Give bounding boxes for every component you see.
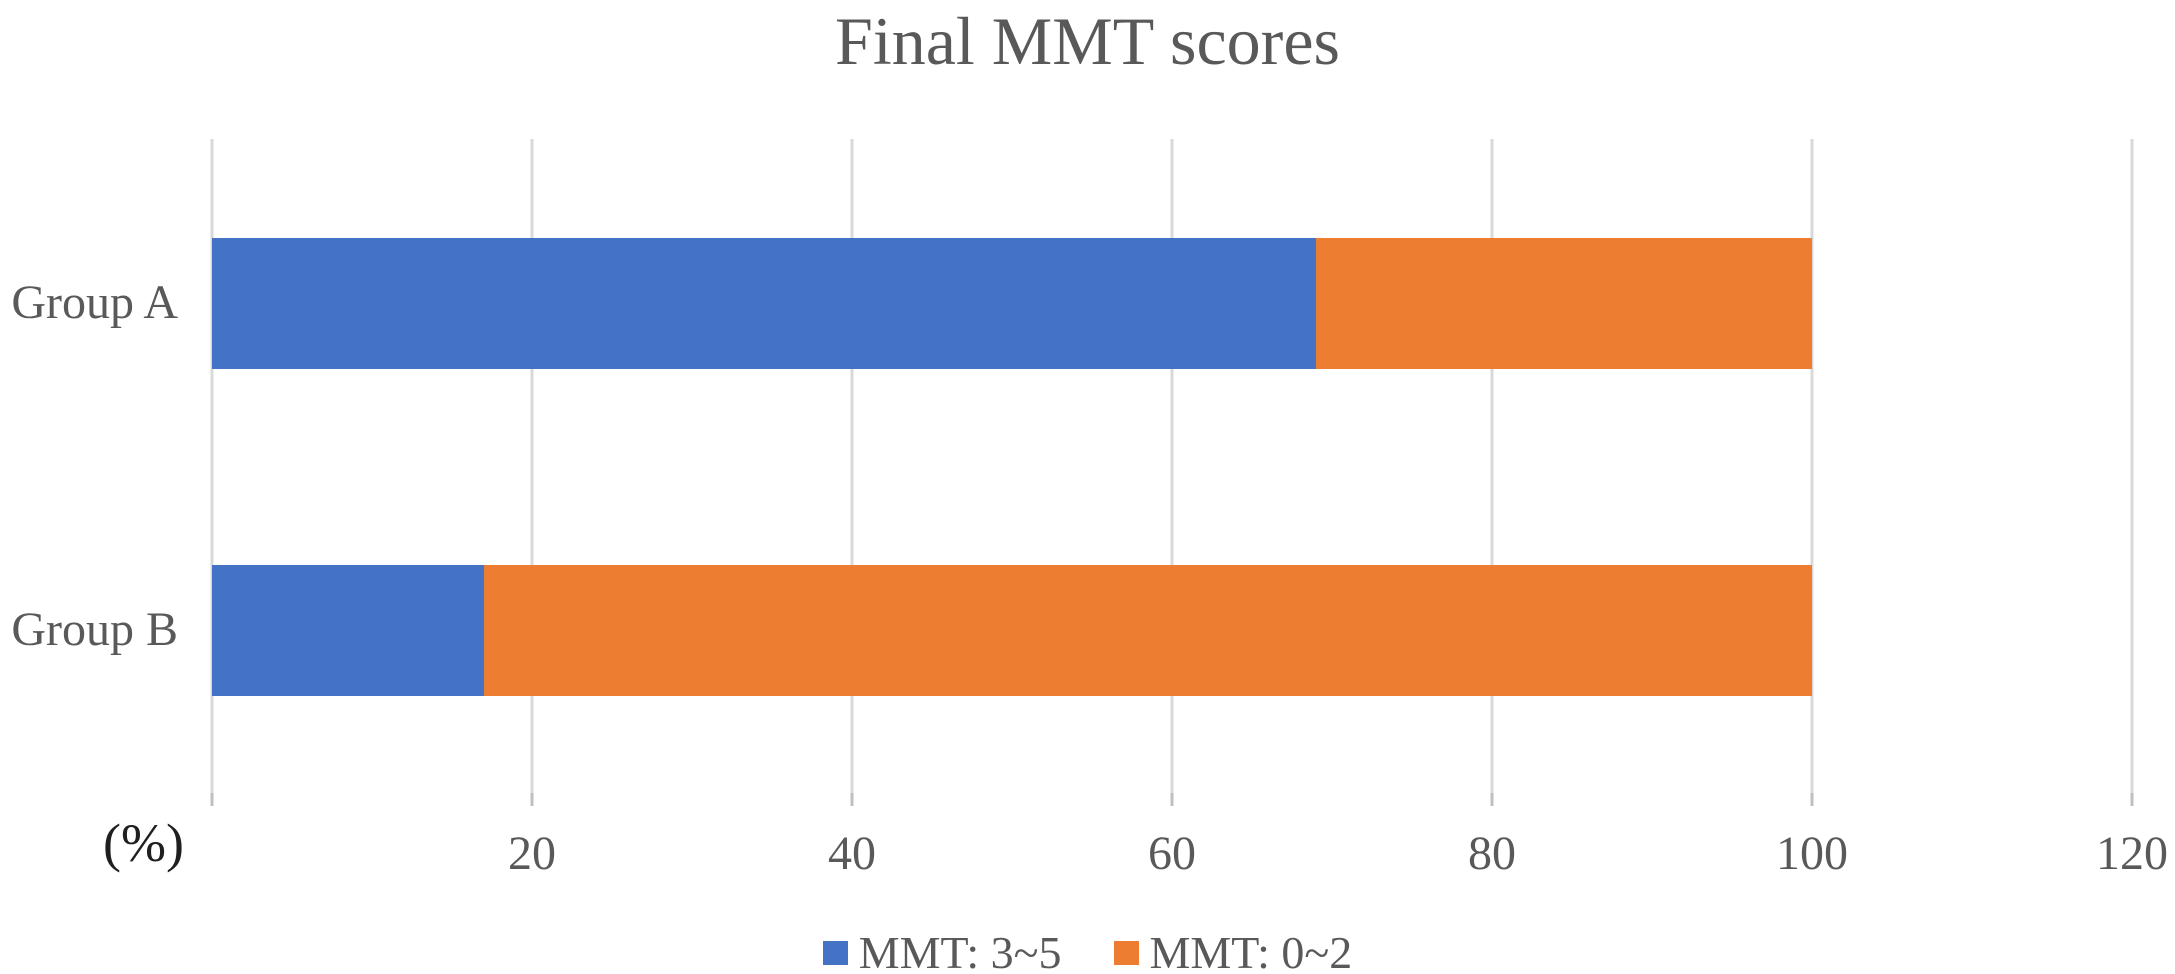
bar-row-group-b [212,565,2132,696]
legend-swatch-icon [822,941,848,966]
gridline-40 [850,139,854,806]
tick-mark-120 [2130,793,2134,806]
legend-label: MMT: 0~2 [1149,927,1353,974]
axis-unit-label: (%) [103,813,184,873]
tick-mark-80 [1490,793,1494,806]
legend-swatch-icon [1113,941,1139,966]
plot-area [210,139,2134,806]
gridline-20 [530,139,534,806]
gridline-80 [1490,139,1494,806]
bar-row-group-a [212,238,2132,369]
bar-segment-group-a-mmt-3-5 [212,238,1316,369]
legend-label: MMT: 3~5 [858,927,1062,974]
x-tick-label-120: 120 [2096,827,2168,880]
chart-title: Final MMT scores [835,3,1340,79]
y-axis-label-group-a: Group A [11,275,178,329]
x-tick-label-40: 40 [828,827,876,880]
tick-mark-20 [530,793,534,806]
gridline-60 [1170,139,1174,806]
legend-item-mmt-3-5: MMT: 3~5 [822,927,1062,974]
bar-segment-group-b-mmt-0-2 [484,565,1812,696]
gridline-100 [1810,139,1814,806]
tick-mark-100 [1810,793,1814,806]
tick-mark-40 [850,793,854,806]
x-tick-label-100: 100 [1776,827,1848,880]
gridline-120 [2130,139,2134,806]
legend: MMT: 3~5 MMT: 0~2 [0,927,2175,974]
legend-item-mmt-0-2: MMT: 0~2 [1113,927,1353,974]
x-tick-label-80: 80 [1468,827,1516,880]
bar-segment-group-a-mmt-0-2 [1316,238,1812,369]
tick-mark-0 [210,793,214,806]
bars [212,139,2132,793]
x-tick-label-20: 20 [508,827,556,880]
x-tick-label-60: 60 [1148,827,1196,880]
tick-mark-60 [1170,793,1174,806]
gridline-0 [210,139,214,806]
bar-segment-group-b-mmt-3-5 [212,565,484,696]
y-axis-label-group-b: Group B [11,602,178,656]
